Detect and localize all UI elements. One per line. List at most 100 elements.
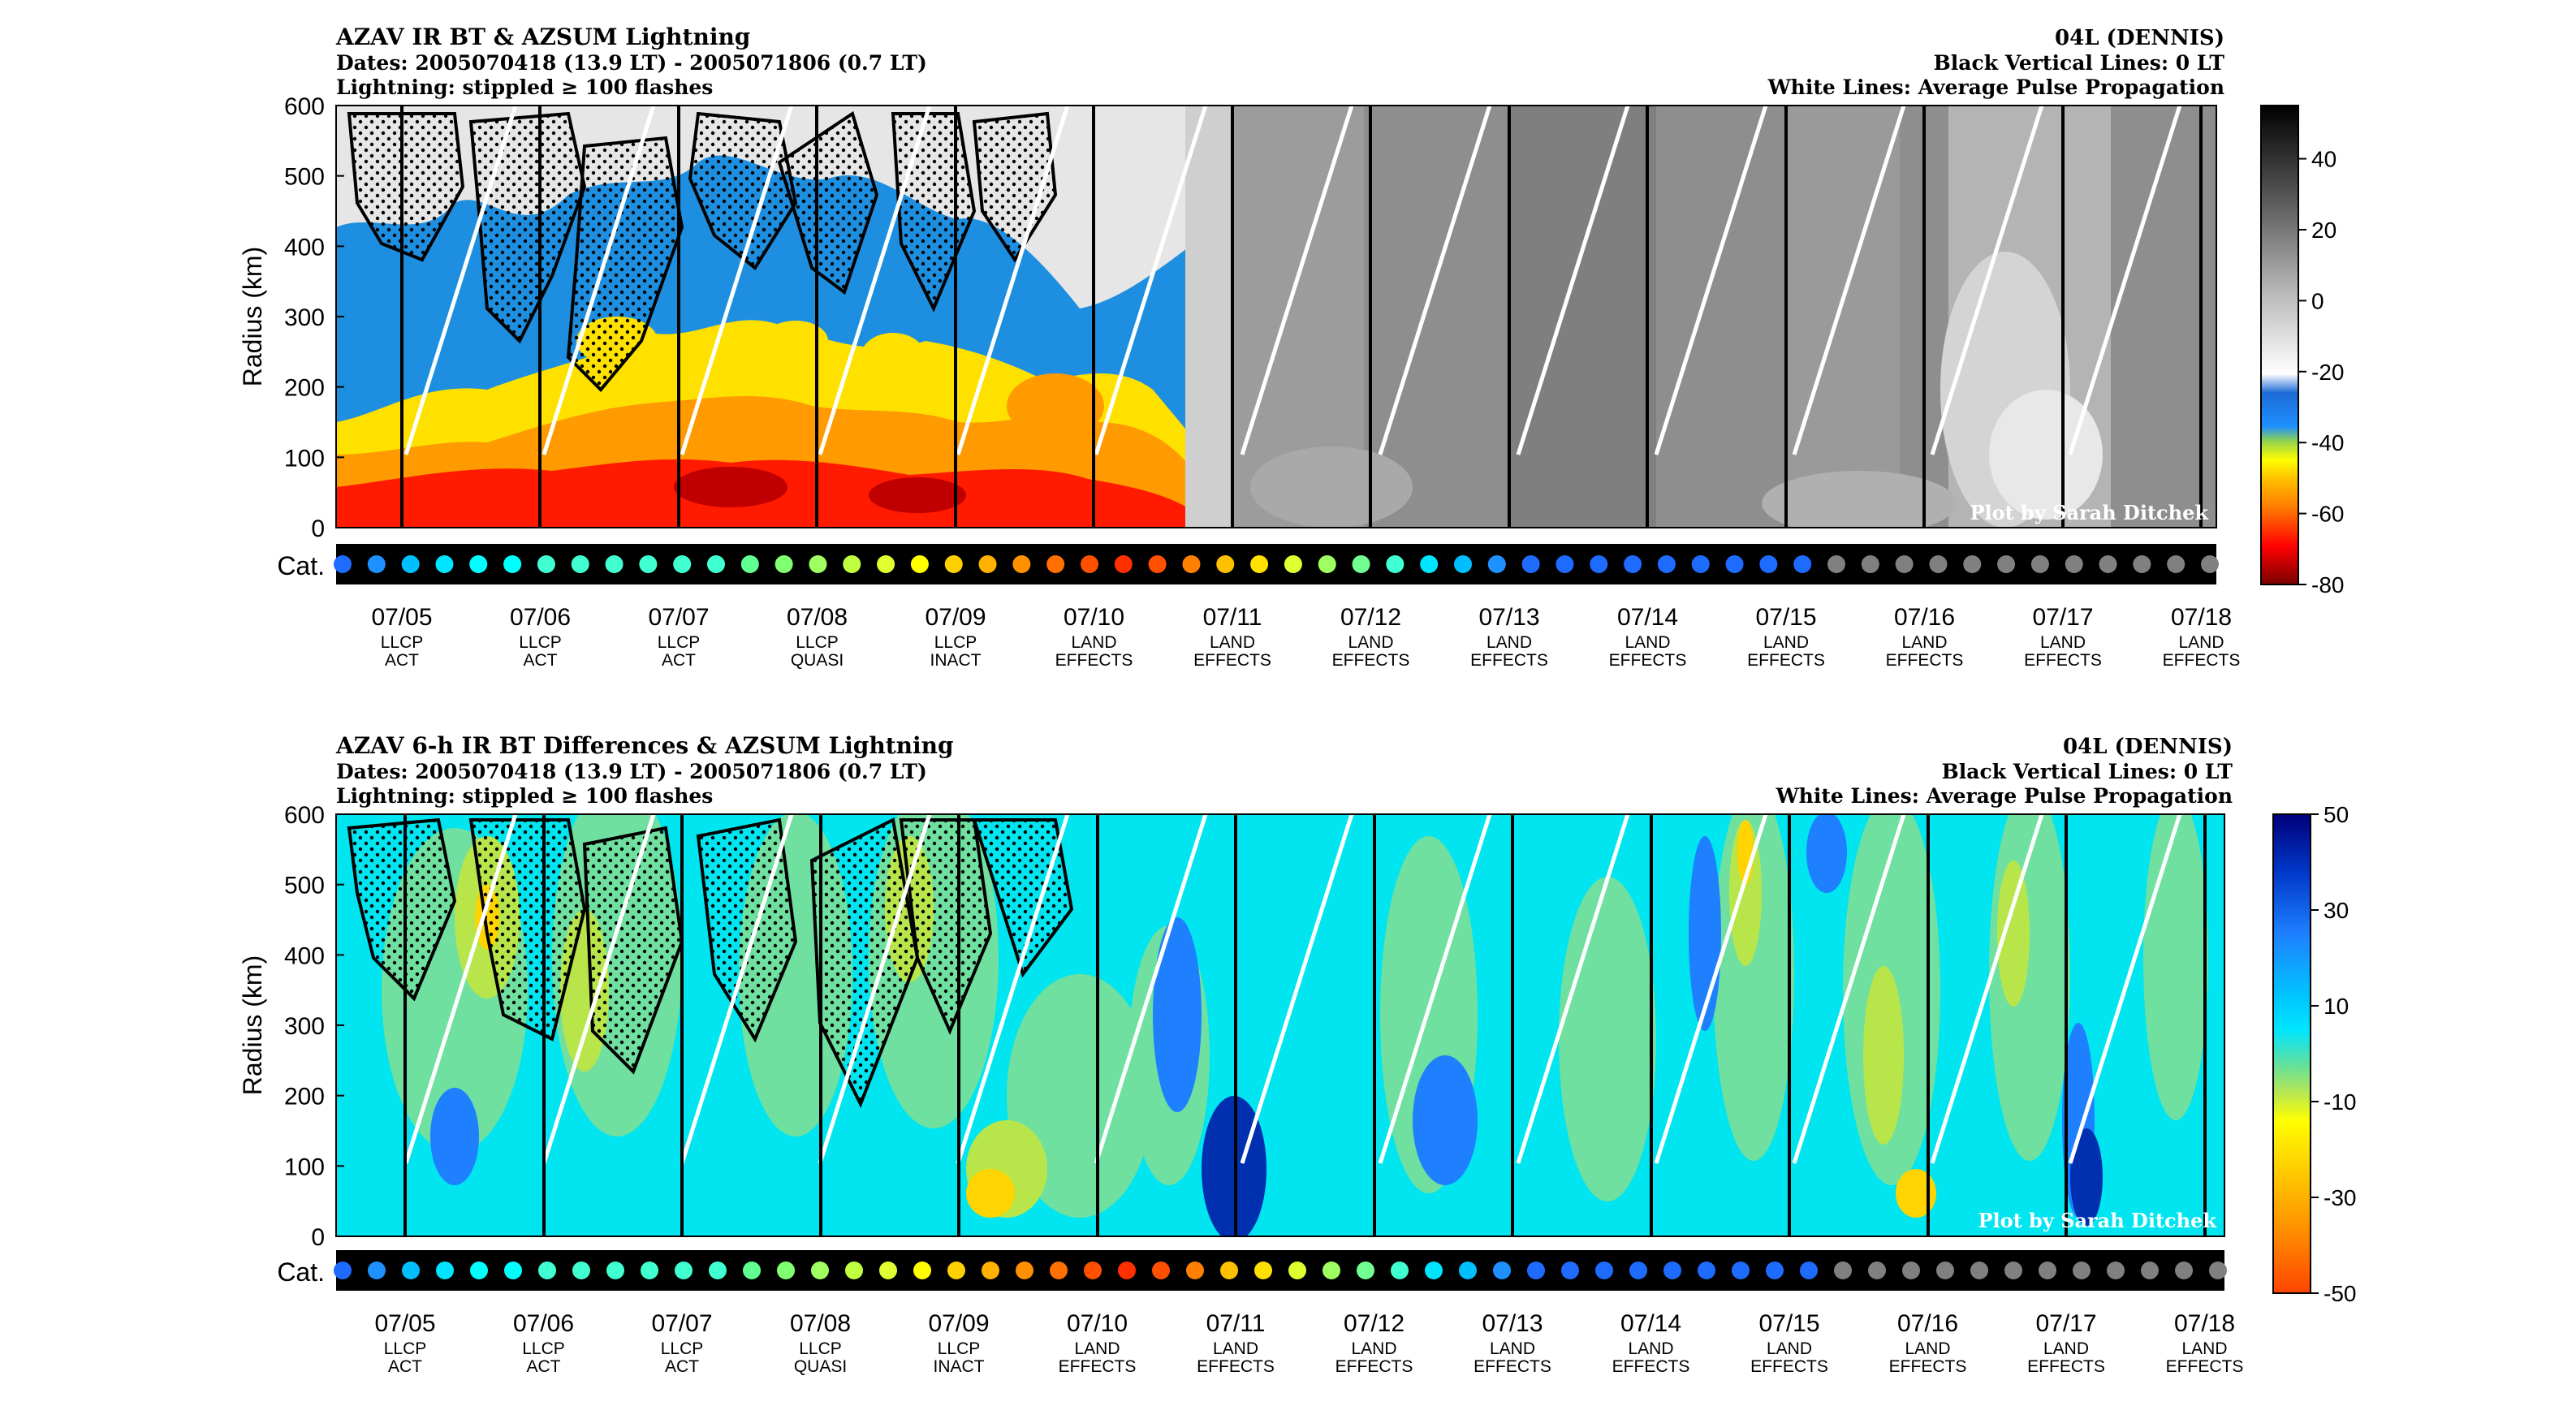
category-dot — [709, 1262, 727, 1279]
category-dot — [401, 555, 420, 573]
category-dot — [675, 1262, 693, 1279]
category-dot — [743, 1262, 761, 1279]
top-colorbar-ticks: 40 20 0 -20 -40 -60 -80 — [2298, 147, 2344, 597]
bottom-colorbar — [2272, 813, 2311, 1294]
category-dot — [641, 1262, 658, 1279]
category-dot — [843, 555, 861, 573]
date-label: 07/14 — [1617, 604, 1678, 631]
category-dot — [436, 1262, 454, 1279]
bottom-title: AZAV 6-h IR BT Differences & AZSUM Light… — [335, 732, 954, 759]
category-dot — [845, 1262, 863, 1279]
stage-label-line2: EFFECTS — [1747, 651, 1825, 670]
date-label: 07/11 — [1206, 1310, 1266, 1337]
category-dot — [2099, 555, 2117, 573]
category-dot — [1454, 555, 1472, 573]
stage-label-line1: LLCP — [934, 633, 977, 652]
category-dot — [913, 1262, 931, 1279]
stage-label-line2: EFFECTS — [1889, 1357, 1967, 1376]
y-tick-label: 600 — [284, 93, 325, 120]
date-label: 07/07 — [651, 1310, 712, 1337]
category-dot — [1220, 1262, 1238, 1279]
date-label: 07/17 — [2035, 1310, 2096, 1337]
category-dot — [435, 555, 454, 573]
stage-label-line1: LAND — [1905, 1339, 1950, 1358]
category-dot — [2167, 555, 2186, 573]
category-dot — [402, 1262, 420, 1279]
date-label: 07/11 — [1203, 604, 1262, 631]
stage-label-line1: LAND — [1625, 633, 1670, 652]
category-dot — [1186, 1262, 1204, 1279]
colorbar-tick-label: -60 — [2311, 502, 2344, 527]
stage-label-line2: ACT — [524, 651, 558, 670]
category-dot — [1084, 1262, 1102, 1279]
y-tick-label: 500 — [284, 164, 325, 191]
stage-label-line1: LLCP — [661, 1339, 704, 1358]
bottom-date-labels: 07/05LLCPACT07/06LLCPACT07/07LLCPACT07/0… — [374, 1310, 2243, 1376]
category-dot — [572, 1262, 590, 1279]
category-dot — [571, 555, 589, 573]
category-dot — [1868, 1262, 1886, 1279]
category-dot — [775, 555, 793, 573]
stage-label-line2: EFFECTS — [1886, 651, 1964, 670]
date-label: 07/16 — [1894, 604, 1955, 631]
top-lightning: Lightning: stippled ≥ 100 flashes — [336, 75, 713, 99]
date-label: 07/07 — [648, 604, 709, 631]
top-lightning-stipple — [347, 110, 1058, 392]
category-dot — [469, 555, 488, 573]
stage-label-line1: LAND — [2043, 1339, 2089, 1358]
category-dot — [2175, 1262, 2193, 1279]
bottom-dates: Dates: 2005070418 (13.9 LT) - 2005071806… — [336, 760, 927, 783]
y-tick-label: 300 — [284, 304, 325, 331]
category-dot — [1929, 555, 1948, 573]
category-dot — [1391, 1262, 1409, 1279]
date-label: 07/10 — [1067, 1310, 1128, 1337]
stage-label-line1: LLCP — [381, 633, 424, 652]
category-dot — [809, 555, 827, 573]
colorbar-tick-label: 0 — [2311, 288, 2324, 313]
category-dot — [1459, 1262, 1477, 1279]
date-label: 07/14 — [1620, 1310, 1681, 1337]
stage-label-line2: EFFECTS — [1335, 1357, 1413, 1376]
stage-label-line1: LLCP — [519, 633, 562, 652]
colorbar-tick-label: 10 — [2324, 994, 2349, 1019]
category-dot — [1288, 1262, 1306, 1279]
date-label: 07/18 — [2171, 604, 2232, 631]
category-dot — [1114, 555, 1133, 573]
category-dot — [1698, 1262, 1715, 1279]
colorbar-tick-label: -50 — [2324, 1281, 2356, 1306]
date-label: 07/06 — [510, 604, 571, 631]
category-dot — [334, 1262, 352, 1279]
category-dot — [1254, 1262, 1272, 1279]
category-dot — [1725, 555, 1744, 573]
category-dot — [707, 555, 725, 573]
top-white-lines-note: White Lines: Average Pulse Propagation — [1767, 75, 2224, 99]
y-tick-label: 100 — [284, 1154, 325, 1180]
stage-label-line2: ACT — [665, 1357, 699, 1376]
category-dot — [1386, 555, 1405, 573]
stage-label-line1: LAND — [1210, 633, 1255, 652]
stage-label-line2: EFFECTS — [1609, 651, 1687, 670]
bottom-colorbar-ticks: 50 30 10 -10 -30 -50 — [2311, 802, 2356, 1306]
stage-label-line2: INACT — [930, 651, 982, 670]
top-black-lines-note: Black Vertical Lines: 0 LT — [1934, 51, 2225, 75]
date-label: 07/05 — [371, 604, 432, 631]
top-black-lines — [400, 106, 2203, 528]
stage-label-line2: ACT — [385, 651, 419, 670]
colorbar-tick-label: -10 — [2324, 1089, 2356, 1115]
category-dot — [1997, 555, 2016, 573]
stage-label-line1: LLCP — [522, 1339, 565, 1358]
bottom-y-ticks: 600 500 400 300 200 100 0 — [284, 802, 344, 1251]
stage-label-line1: LAND — [1763, 633, 1809, 652]
top-y-ticks: 600 500 400 300 200 100 0 — [284, 93, 344, 542]
stage-label-line1: LAND — [1213, 1339, 1258, 1358]
category-dot — [740, 555, 759, 573]
stage-label-line1: LAND — [2181, 1339, 2227, 1358]
stage-label-line2: EFFECTS — [1055, 651, 1133, 670]
category-dot — [367, 555, 386, 573]
category-dot — [1766, 1262, 1784, 1279]
stage-label-line1: LAND — [1628, 1339, 1673, 1358]
category-dot — [1527, 1262, 1545, 1279]
top-white-lines — [403, 106, 2182, 455]
stage-label-line1: LAND — [1351, 1339, 1396, 1358]
